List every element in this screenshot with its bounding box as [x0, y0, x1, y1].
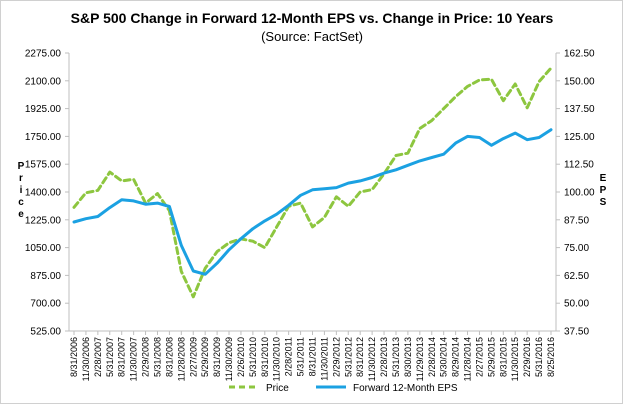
- x-tick-label: 11/28/2014: [463, 337, 473, 381]
- y-tick-label: 1925.00: [25, 104, 62, 115]
- y2-axis-ticks: 37.50 50.00 62.50 75.00 87.50 100.00 112.50 125…: [556, 49, 595, 338]
- y-axis-ticks: 525.00 700.00 875.00 1050.00 1225.00 1400.00 1…: [25, 49, 69, 338]
- chart-subtitle: (Source: FactSet): [261, 29, 363, 44]
- y-axis-title-char: e: [18, 209, 24, 220]
- x-tick-label: 5/30/2014: [439, 337, 449, 377]
- x-tick-label: 8/31/2015: [498, 337, 508, 377]
- y2-tick-label: 150.00: [564, 76, 595, 87]
- x-tick-label: 5/31/2012: [343, 337, 353, 377]
- y2-tick-label: 137.50: [564, 104, 595, 115]
- y-tick-label: 2100.00: [25, 76, 62, 87]
- y2-tick-label: 112.50: [564, 160, 594, 171]
- x-tick-label: 2/29/2008: [141, 337, 151, 377]
- y2-axis-title-char: P: [600, 185, 607, 196]
- y2-tick-label: 162.50: [564, 49, 595, 60]
- x-tick-label: 2/28/2014: [427, 337, 437, 377]
- x-tick-label: 8/31/2009: [212, 337, 222, 377]
- y2-tick-label: 100.00: [564, 188, 595, 199]
- y-axis-title: Price: [18, 161, 25, 220]
- y-tick-label: 525.00: [30, 327, 61, 338]
- x-axis-ticks: 8/31/2006 11/30/2006 2/28/2007 5/31/2007 8/3…: [69, 331, 556, 381]
- x-tick-label: 2/27/2009: [188, 337, 198, 377]
- x-tick-label: 5/31/2010: [248, 337, 258, 377]
- x-tick-label: 2/26/2010: [236, 337, 246, 377]
- x-tick-label: 11/29/2013: [415, 337, 425, 381]
- x-tick-label: 8/25/2016: [546, 337, 556, 377]
- y-axis-title-char: P: [18, 161, 25, 172]
- legend: Price Forward 12-Month EPS: [229, 383, 458, 394]
- y-tick-label: 1750.00: [25, 132, 62, 143]
- x-tick-label: 2/28/2007: [93, 337, 103, 377]
- x-tick-label: 11/30/2012: [367, 337, 377, 381]
- x-tick-label: 2/27/2015: [474, 337, 484, 377]
- x-tick-label: 5/31/2008: [152, 337, 162, 377]
- x-tick-label: 8/31/2008: [164, 337, 174, 377]
- y2-axis-title-char: S: [600, 197, 607, 208]
- y-axis-title-char: i: [20, 185, 23, 196]
- x-tick-label: 8/31/2010: [260, 337, 270, 377]
- y-tick-label: 1225.00: [25, 215, 62, 226]
- x-tick-label: 5/31/2016: [534, 337, 544, 377]
- x-tick-label: 8/31/2007: [117, 337, 127, 377]
- x-tick-label: 8/31/2012: [355, 337, 365, 377]
- y-tick-label: 2275.00: [25, 49, 62, 60]
- x-tick-label: 11/30/2015: [510, 337, 520, 381]
- x-tick-label: 11/30/2010: [272, 337, 282, 381]
- series-line-price: [72, 66, 553, 299]
- x-tick-label: 11/28/2008: [176, 337, 186, 381]
- y2-tick-label: 87.50: [564, 215, 589, 226]
- series-layer: [72, 66, 553, 299]
- y-tick-label: 1575.00: [25, 160, 62, 171]
- y2-tick-label: 75.00: [564, 243, 589, 254]
- y-tick-label: 1400.00: [25, 188, 62, 199]
- x-tick-label: 11/30/2009: [224, 337, 234, 381]
- y2-tick-label: 125.00: [564, 132, 595, 143]
- x-tick-label: 2/29/2012: [331, 337, 341, 377]
- x-tick-label: 8/30/2013: [403, 337, 413, 377]
- y2-axis-title: EPS: [600, 173, 607, 208]
- x-tick-label: 5/31/2011: [296, 337, 306, 376]
- legend-label-price: Price: [266, 383, 289, 394]
- y-tick-label: 875.00: [30, 271, 61, 282]
- y2-tick-label: 50.00: [564, 299, 589, 310]
- y-tick-label: 700.00: [30, 299, 61, 310]
- y-axis-title-char: c: [18, 197, 24, 208]
- y2-axis-title-char: E: [600, 173, 607, 184]
- series-line-eps: [72, 128, 553, 276]
- x-tick-label: 5/29/2009: [200, 337, 210, 377]
- y2-tick-label: 62.50: [564, 271, 589, 282]
- chart-title: S&P 500 Change in Forward 12-Month EPS v…: [71, 10, 554, 26]
- x-tick-label: 11/30/2011: [319, 337, 329, 381]
- x-tick-label: 11/30/2006: [81, 337, 91, 381]
- legend-label-eps: Forward 12-Month EPS: [353, 383, 458, 394]
- y-tick-label: 1050.00: [25, 243, 62, 254]
- x-tick-label: 2/29/2016: [522, 337, 532, 377]
- x-tick-label: 5/31/2013: [391, 337, 401, 377]
- x-tick-label: 8/31/2006: [69, 337, 79, 377]
- x-tick-label: 11/30/2007: [129, 337, 139, 381]
- x-tick-label: 2/28/2011: [284, 337, 294, 376]
- x-tick-label: 5/31/2007: [105, 337, 115, 377]
- x-tick-label: 5/29/2015: [486, 337, 496, 377]
- x-tick-label: 2/28/2013: [379, 337, 389, 377]
- x-tick-label: 8/31/2011: [308, 337, 318, 376]
- x-tick-label: 8/29/2014: [451, 337, 461, 377]
- y2-tick-label: 37.50: [564, 327, 589, 338]
- y-axis-title-char: r: [19, 173, 23, 184]
